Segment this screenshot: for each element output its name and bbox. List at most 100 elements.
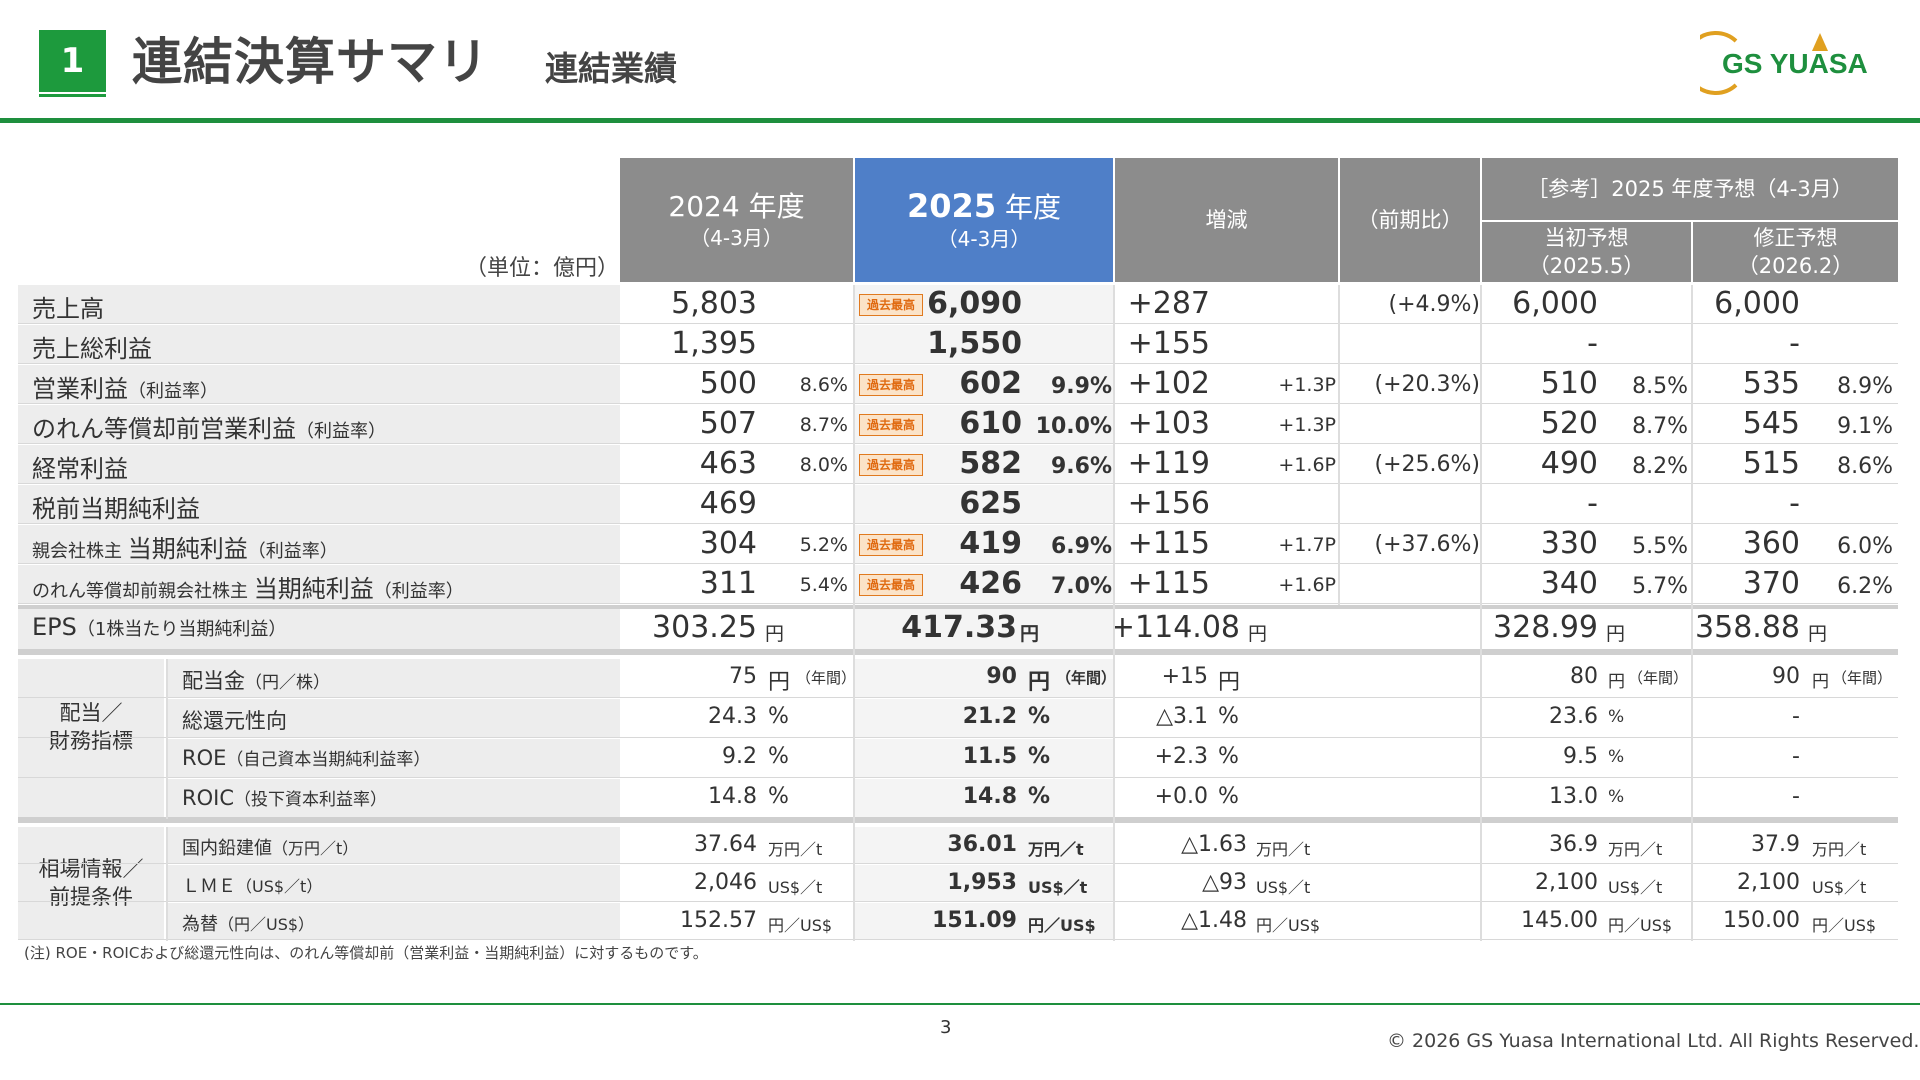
- column-divider: [166, 827, 168, 941]
- market-initial-forecast: 145.00: [1521, 908, 1598, 933]
- dividend-revised-unit: 円: [1812, 672, 1829, 692]
- row-label: 営業利益（利益率）: [32, 375, 218, 403]
- market-change-unit: 万円／t: [1256, 840, 1311, 859]
- dividend-row-label: ROE（自己資本当期純利益率）: [182, 746, 431, 770]
- market-row-label: ＬＭＥ（US$／t）: [182, 876, 323, 897]
- header-change-label: 増減: [1205, 208, 1248, 232]
- dividend-2025-unit: %: [1028, 744, 1051, 769]
- column-divider: [1113, 285, 1115, 941]
- row-label: 売上総利益: [32, 335, 152, 363]
- eps-label-bg: [18, 609, 620, 649]
- market-2024: 37.64: [694, 832, 757, 857]
- market-change: △93: [1202, 870, 1247, 895]
- dividend-revised-forecast: 90: [1772, 664, 1800, 689]
- value-revised-forecast: 6,000: [1714, 286, 1800, 321]
- row-2025-bg: [855, 485, 1113, 523]
- dividend-revised-forecast: -: [1792, 744, 1800, 769]
- value-initial-forecast: -: [1587, 326, 1598, 361]
- market-change-unit: US$／t: [1256, 878, 1311, 897]
- market-initial-forecast-unit: 万円／t: [1608, 840, 1663, 859]
- section-badge-underline: [39, 94, 106, 97]
- row-divider: [18, 483, 1898, 484]
- dividend-change: +15: [1161, 664, 1208, 689]
- page-number: 3: [940, 1017, 952, 1038]
- value-revised-forecast: -: [1789, 486, 1800, 521]
- dividend-initial-note: （年間）: [1628, 669, 1689, 687]
- dividend-2025-bg: [855, 659, 1113, 697]
- yoy-percent: (+20.3%): [1374, 372, 1481, 397]
- row-divider: [18, 605, 1898, 609]
- ratio-2024: 8.6%: [799, 374, 848, 396]
- value-change: +115: [1127, 566, 1210, 601]
- value-2025: 602: [959, 366, 1022, 401]
- dividend-initial-forecast: 13.0: [1549, 784, 1598, 809]
- market-2024-unit: 万円／t: [768, 840, 823, 859]
- value-2024: 1,395: [671, 326, 757, 361]
- eps-revised-forecast: 358.88: [1695, 610, 1800, 645]
- value-2024: 463: [699, 446, 757, 481]
- eps-change: +114.08: [1109, 610, 1240, 645]
- market-initial-forecast: 36.9: [1549, 832, 1598, 857]
- eps-2025: 417.33: [901, 610, 1017, 645]
- market-change-unit: 円／US$: [1256, 916, 1321, 935]
- market-revised-forecast-unit: US$／t: [1812, 878, 1867, 897]
- row-label: 親会社株主 当期純利益（利益率）: [32, 535, 338, 563]
- yoy-percent: (+37.6%): [1374, 532, 1481, 557]
- market-2025-unit: 万円／t: [1028, 840, 1084, 859]
- value-initial-forecast: 520: [1540, 406, 1598, 441]
- row-divider: [18, 777, 1898, 778]
- value-2024: 5,803: [671, 286, 757, 321]
- dividend-row-label: 配当金（円／株）: [182, 669, 330, 693]
- value-initial-forecast: 330: [1540, 526, 1598, 561]
- footer-divider: [0, 1003, 1920, 1005]
- dividend-2025-note: （年間）: [1056, 669, 1117, 687]
- group-market-bg: [18, 827, 164, 939]
- market-2025-bg: [855, 827, 1113, 863]
- market-2025-bg: [855, 865, 1113, 901]
- eps-unit: 円: [1248, 623, 1268, 645]
- row-label: のれん等償却前親会社株主 当期純利益（利益率）: [32, 575, 464, 603]
- ratio-2025: 7.0%: [1050, 574, 1112, 599]
- section-number-badge: 1: [39, 30, 106, 92]
- value-change: +287: [1127, 286, 1210, 321]
- market-2025-bg: [855, 903, 1113, 939]
- market-change: △1.48: [1181, 908, 1247, 933]
- ratio-initial-forecast: 8.5%: [1632, 374, 1688, 399]
- dividend-change: +0.0: [1154, 784, 1208, 809]
- value-revised-forecast: 515: [1742, 446, 1800, 481]
- dividend-2025-bg: [855, 739, 1113, 777]
- svg-text:GS YUASA: GS YUASA: [1722, 48, 1868, 79]
- dividend-label-bg: [168, 739, 620, 777]
- value-initial-forecast: 340: [1540, 566, 1598, 601]
- value-change: +156: [1127, 486, 1210, 521]
- market-change: △1.63: [1181, 832, 1247, 857]
- record-high-badge: 過去最高: [859, 374, 923, 396]
- ratio-2024: 8.7%: [799, 414, 848, 436]
- ratio-change: +1.3P: [1278, 414, 1336, 436]
- dividend-2025: 21.2: [962, 704, 1017, 729]
- row-divider: [18, 901, 1898, 902]
- ratio-initial-forecast: 8.2%: [1632, 454, 1688, 479]
- value-revised-forecast: 360: [1742, 526, 1800, 561]
- dividend-change: +2.3: [1154, 744, 1208, 769]
- dividend-change-unit: 円: [1218, 670, 1241, 695]
- value-revised-forecast: 545: [1742, 406, 1800, 441]
- record-high-badge: 過去最高: [859, 454, 923, 476]
- ratio-initial-forecast: 8.7%: [1632, 414, 1688, 439]
- ratio-revised-forecast: 8.6%: [1837, 454, 1893, 479]
- market-2025: 36.01: [947, 832, 1017, 857]
- page-title: 連結決算サマリ: [132, 33, 489, 91]
- dividend-revised-forecast: -: [1792, 784, 1800, 809]
- yoy-percent: (+25.6%): [1374, 452, 1481, 477]
- ratio-initial-forecast: 5.7%: [1632, 574, 1688, 599]
- value-2025: 419: [959, 526, 1022, 561]
- dividend-initial-forecast: 23.6: [1549, 704, 1598, 729]
- column-divider: [1691, 285, 1693, 941]
- ratio-change: +1.3P: [1278, 374, 1336, 396]
- dividend-2024-unit: %: [768, 784, 789, 809]
- dividend-initial-forecast: 80: [1570, 664, 1598, 689]
- dividend-label-bg: [168, 659, 620, 697]
- ratio-2025: 6.9%: [1050, 534, 1112, 559]
- value-2025: 582: [959, 446, 1022, 481]
- dividend-2024-note: （年間）: [796, 669, 857, 687]
